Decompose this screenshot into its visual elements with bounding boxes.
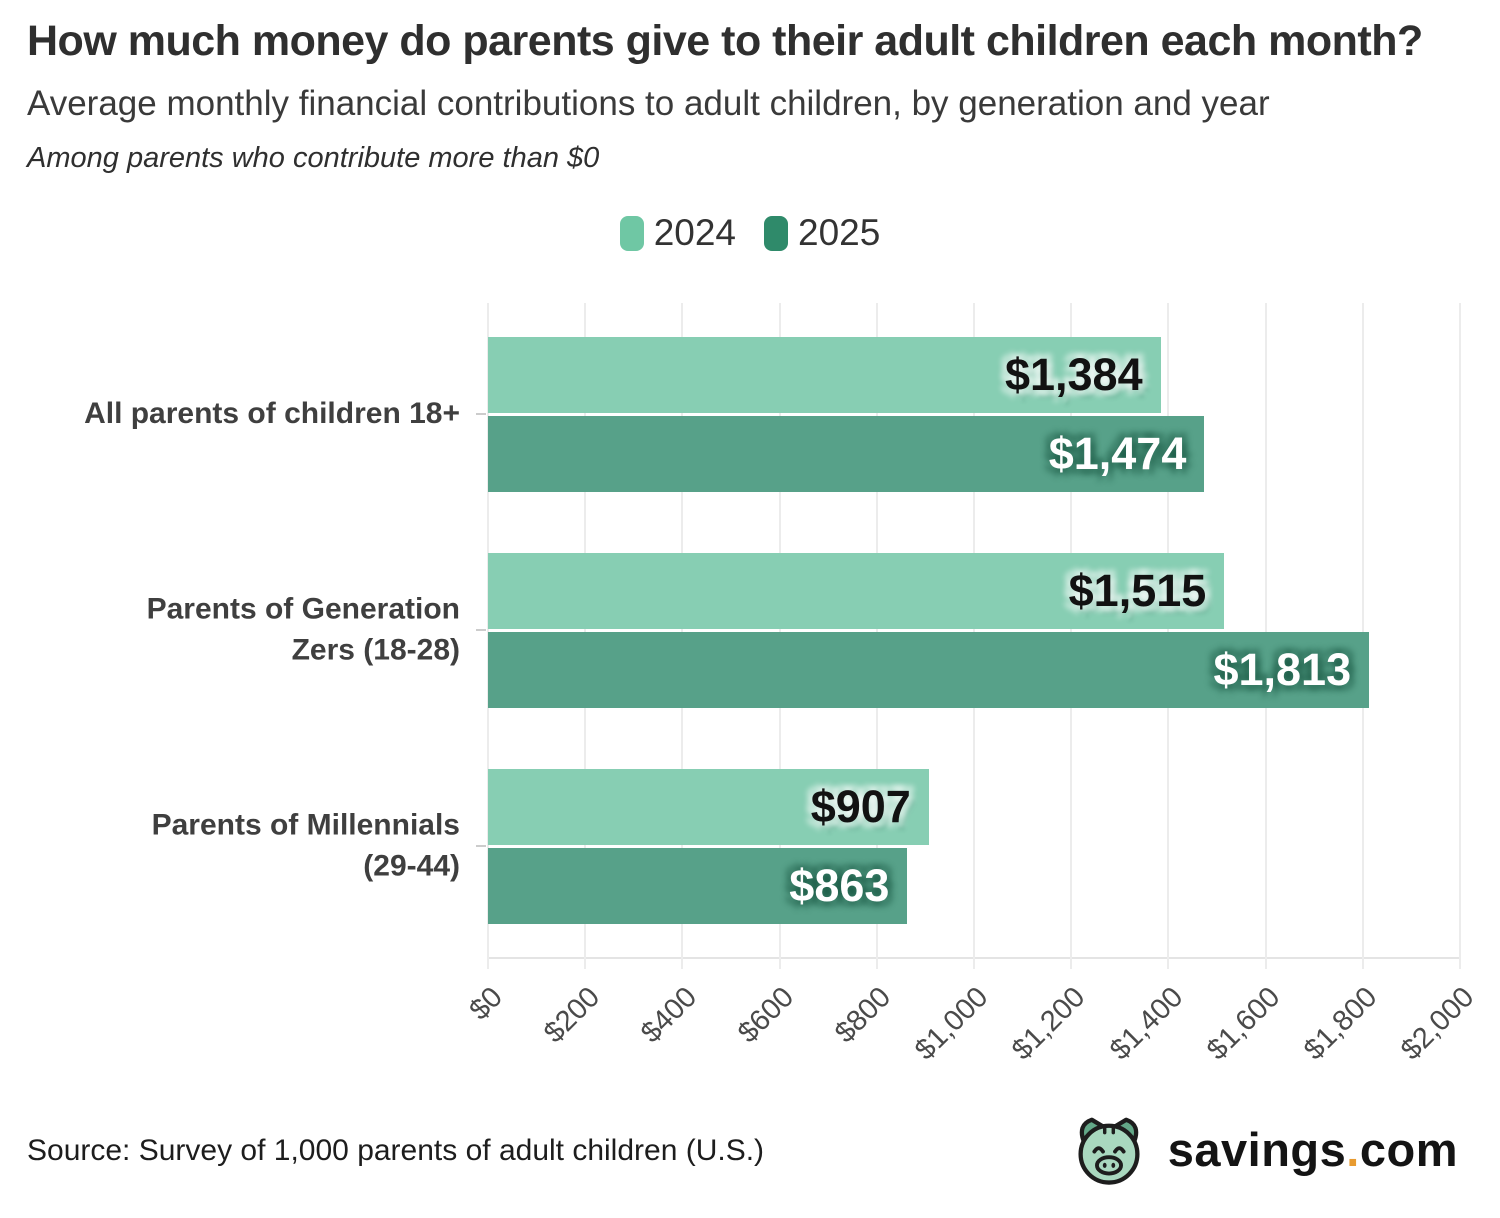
x-tick-label: $0 (463, 981, 509, 1027)
x-tick-label: $1,600 (1200, 981, 1287, 1067)
legend: 2024 2025 (0, 212, 1500, 254)
legend-label-2024: 2024 (653, 212, 736, 253)
chart-note: Among parents who contribute more than $… (27, 141, 600, 174)
brand-dot: . (1346, 1122, 1360, 1176)
bar-value-label: $907 (810, 780, 911, 832)
category-label: Parents of Millennials (29-44) (151, 808, 460, 883)
y-tick (476, 413, 486, 415)
bar-2025-2: $863 (488, 847, 908, 924)
category-label: All parents of children 18+ (84, 396, 460, 430)
x-tick-label: $600 (731, 981, 801, 1050)
x-tick-label: $200 (537, 981, 606, 1050)
y-tick (476, 845, 486, 847)
plot-area: $1,384 $1,474 $1,515 $1,813 $907 $863 (487, 303, 1461, 969)
x-tick-label: $1,400 (1103, 981, 1190, 1067)
bar-value-label: $1,515 (1068, 564, 1207, 616)
bar-value-label: $1,813 (1213, 643, 1352, 695)
bar-2025-1: $1,813 (488, 631, 1370, 708)
legend-swatch-2024-icon (619, 215, 644, 251)
pig-icon (1078, 1117, 1140, 1185)
brand-name-tld: com (1359, 1122, 1458, 1176)
header: How much money do parents give to their … (27, 16, 1484, 175)
legend-label-2025: 2025 (798, 212, 881, 253)
bar-2024-2: $907 (488, 768, 929, 845)
brand-name: savings.com (1168, 1122, 1458, 1177)
brand-name-left: savings (1167, 1122, 1347, 1176)
value-axis: $0 $200 $400 $600 $800 $1,000 $1,200 $1,400 $1,6… (463, 971, 1480, 1081)
category-axis: All parents of children 18+ Parents of Ge… (0, 303, 460, 957)
x-tick-label: $1,200 (1006, 981, 1092, 1067)
bar-value-label: $1,474 (1048, 427, 1187, 479)
legend-item-2024: 2024 (619, 212, 736, 254)
x-tick-label: $400 (634, 981, 704, 1050)
y-tick (476, 629, 486, 631)
bar-2025-0: $1,474 (488, 415, 1205, 492)
bar-value-label: $863 (789, 859, 890, 911)
source-text: Source: Survey of 1,000 parents of adult… (27, 1134, 765, 1167)
x-tick-label: $1,000 (909, 981, 995, 1067)
legend-item-2025: 2025 (764, 212, 880, 254)
legend-swatch-2025-icon (764, 215, 788, 251)
x-tick-label: $2,000 (1395, 981, 1481, 1067)
brand-logo: savings.com (1066, 1106, 1458, 1192)
bar-2024-1: $1,515 (488, 552, 1225, 629)
chart-title: How much money do parents give to their … (27, 17, 1423, 65)
bar-value-label: $1,384 (1004, 348, 1143, 400)
x-tick-label: $800 (829, 981, 898, 1050)
bar-2024-0: $1,384 (488, 336, 1161, 413)
category-label: Parents of Generation Zers (18-28) (146, 592, 460, 667)
chart-subtitle: Average monthly financial contributions … (27, 83, 1270, 123)
x-tick-label: $1,800 (1298, 981, 1384, 1067)
gridline (1459, 303, 1461, 969)
